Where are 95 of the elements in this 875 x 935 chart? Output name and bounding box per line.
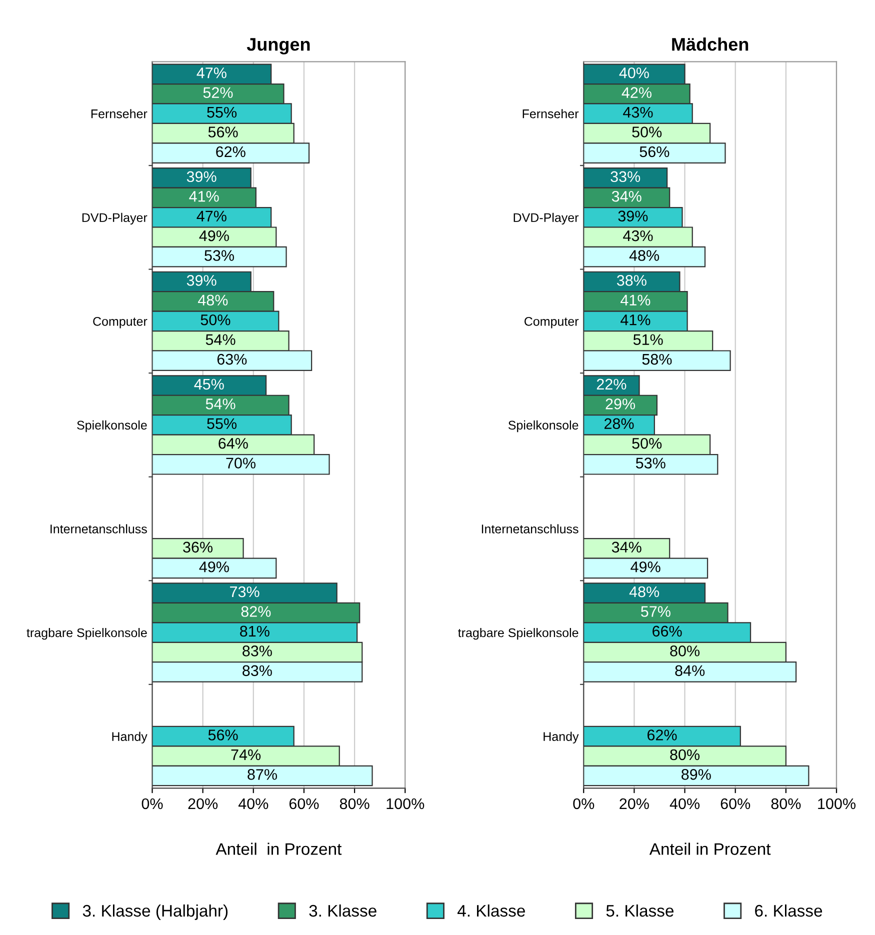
y-tick-label: Spielkonsole <box>77 420 147 432</box>
data-label: 50% <box>632 438 662 449</box>
y-tick-label: Fernseher <box>91 109 148 118</box>
data-label: 49% <box>199 561 229 572</box>
data-label: 49% <box>630 561 660 572</box>
data-label: 66% <box>652 626 682 637</box>
data-label: 56% <box>208 730 238 740</box>
x-axis-title: Anteil in Prozent <box>649 842 771 855</box>
x-tick-label: 40% <box>238 798 268 810</box>
data-label: 56% <box>640 146 670 158</box>
x-tick-label: 80% <box>340 798 370 810</box>
data-label: 41% <box>189 191 219 202</box>
data-label: 81% <box>240 626 270 637</box>
data-label: 89% <box>682 769 711 780</box>
x-tick-label: 20% <box>188 798 218 810</box>
data-label: 73% <box>230 586 260 598</box>
x-tick-label: 60% <box>289 798 319 810</box>
data-label: 39% <box>186 171 216 182</box>
data-label: 80% <box>670 749 700 760</box>
y-tick-label: DVD-Player <box>82 212 148 225</box>
data-label: 45% <box>194 378 224 390</box>
data-label: 28% <box>604 418 634 430</box>
data-label: 48% <box>629 250 660 261</box>
data-label: 70% <box>226 458 256 468</box>
data-label: 40% <box>619 67 649 78</box>
data-label: 54% <box>206 334 236 345</box>
data-label: 55% <box>207 418 237 430</box>
legend-label: 3. Klasse <box>309 904 376 917</box>
data-label: 56% <box>208 126 238 138</box>
chart-title: Jungen <box>246 38 310 54</box>
y-tick-label: tragbare Spielkonsole <box>458 628 578 640</box>
data-label: 62% <box>216 146 246 158</box>
data-label: 50% <box>632 126 662 138</box>
data-label: 53% <box>204 250 234 261</box>
y-tick-label: Computer <box>524 316 579 328</box>
data-label: 43% <box>623 230 653 242</box>
y-tick-label: Internetanschluss <box>482 524 578 534</box>
legend-label: 6. Klasse <box>755 904 822 917</box>
data-label: 47% <box>196 68 226 78</box>
data-label: 54% <box>206 398 236 410</box>
data-label: 51% <box>633 334 663 345</box>
data-label: 57% <box>641 606 670 617</box>
data-label: 64% <box>218 438 248 449</box>
data-label: 62% <box>648 730 677 740</box>
data-label: 22% <box>596 378 626 390</box>
data-label: 38% <box>616 275 646 286</box>
x-tick-label: 0% <box>573 798 594 810</box>
data-label: 34% <box>612 542 642 553</box>
chart-title: Mädchen <box>672 38 748 51</box>
x-tick-label: 20% <box>620 798 649 810</box>
x-axis-title: Anteil in Prozent <box>216 842 342 855</box>
y-tick-label: Computer <box>93 316 148 328</box>
data-label: 53% <box>636 458 666 468</box>
data-label: 48% <box>198 294 228 306</box>
y-tick-label: Spielkonsole <box>508 420 578 432</box>
data-label: 58% <box>642 354 672 365</box>
y-tick-label: Fernseher <box>522 109 579 118</box>
data-label: 39% <box>618 210 648 222</box>
x-tick-label: 100% <box>818 798 856 810</box>
data-label: 41% <box>620 314 650 326</box>
data-label: 29% <box>606 398 636 410</box>
data-label: 34% <box>612 190 642 202</box>
data-label: 47% <box>196 210 226 222</box>
data-label: 83% <box>242 646 272 656</box>
data-label: 82% <box>241 606 271 617</box>
data-label: 87% <box>248 769 277 780</box>
y-tick-label: Internetanschluss <box>50 524 147 534</box>
data-label: 50% <box>200 314 230 326</box>
data-label: 36% <box>183 542 213 553</box>
data-label: 84% <box>675 665 705 676</box>
y-tick-label: Handy <box>112 732 148 744</box>
x-tick-label: 80% <box>771 798 801 810</box>
legend-label: 3. Klasse (Halbjahr) <box>82 904 228 920</box>
legend-label: 4. Klasse <box>458 904 525 917</box>
data-label: 74% <box>231 749 261 760</box>
data-label: 43% <box>623 106 653 118</box>
data-label: 41% <box>620 294 650 306</box>
data-label: 42% <box>622 87 652 98</box>
x-tick-label: 40% <box>670 798 700 810</box>
data-label: 63% <box>217 354 247 365</box>
x-tick-label: 100% <box>386 798 424 810</box>
data-label: 39% <box>186 275 216 286</box>
data-label: 52% <box>203 87 233 98</box>
data-label: 48% <box>629 586 660 598</box>
data-label: 55% <box>207 106 237 118</box>
y-tick-label: DVD-Player <box>514 212 579 225</box>
data-label: 83% <box>242 665 272 676</box>
y-tick-label: tragbare Spielkonsole <box>26 628 147 640</box>
data-label: 33% <box>610 171 640 182</box>
legend-label: 5. Klasse <box>606 904 674 917</box>
data-label: 80% <box>670 646 700 656</box>
data-label: 49% <box>199 230 229 242</box>
x-tick-label: 0% <box>142 798 163 810</box>
y-tick-label: Handy <box>544 732 579 744</box>
x-tick-label: 60% <box>720 798 750 810</box>
